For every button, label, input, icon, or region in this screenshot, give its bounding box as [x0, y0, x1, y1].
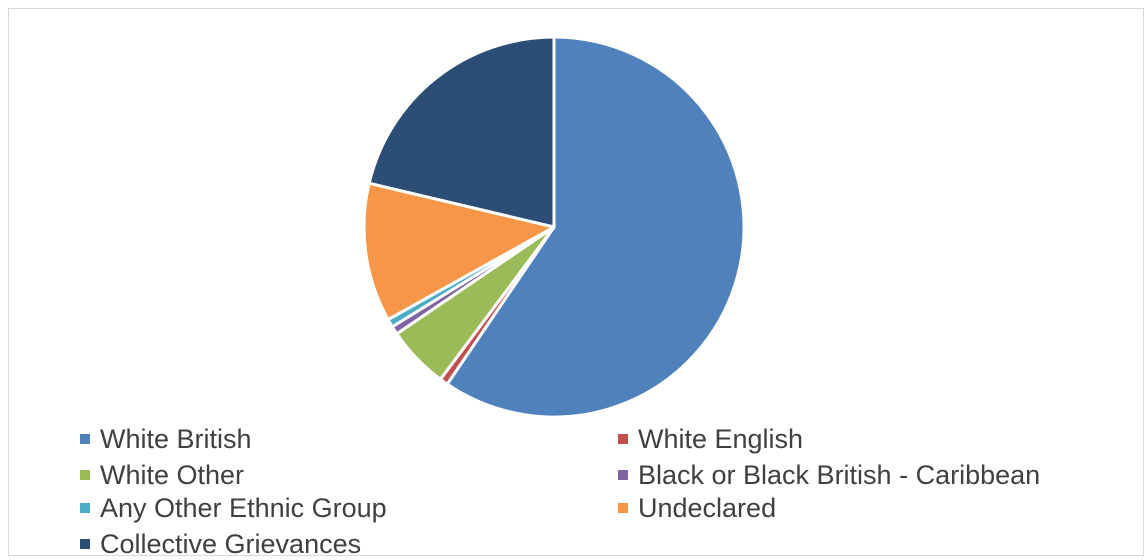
- legend-label-any-other-ethnic-group: Any Other Ethnic Group: [100, 493, 387, 523]
- legend-label-white-british: White British: [100, 424, 252, 454]
- legend-item-white-english: White English: [618, 425, 803, 453]
- legend-swatch-white-other: [80, 470, 90, 480]
- legend-swatch-collective-grievances: [80, 539, 90, 549]
- pie-slice-white-british: [445, 35, 746, 419]
- legend-item-collective-grievances: Collective Grievances: [80, 530, 361, 558]
- legend-item-white-other: White Other: [80, 461, 244, 489]
- pie-slice-undeclared: [362, 181, 556, 322]
- legend-swatch-white-british: [80, 434, 90, 444]
- legend-item-white-british: White British: [80, 425, 252, 453]
- legend-swatch-white-english: [618, 434, 628, 444]
- legend-swatch-any-other-ethnic-group: [80, 503, 90, 513]
- legend-item-black-caribbean: Black or Black British - Caribbean: [618, 461, 1040, 489]
- legend-label-collective-grievances: Collective Grievances: [100, 529, 362, 559]
- legend-label-white-english: White English: [638, 424, 804, 454]
- legend-swatch-black-caribbean: [618, 470, 628, 480]
- legend-swatch-undeclared: [618, 503, 628, 513]
- legend-item-undeclared: Undeclared: [618, 494, 776, 522]
- legend-label-undeclared: Undeclared: [638, 493, 777, 523]
- pie-slice-collective-grievances: [367, 35, 556, 229]
- legend-item-any-other-ethnic-group: Any Other Ethnic Group: [80, 494, 387, 522]
- legend-label-white-other: White Other: [100, 460, 245, 490]
- legend-label-black-caribbean: Black or Black British - Caribbean: [638, 460, 1041, 490]
